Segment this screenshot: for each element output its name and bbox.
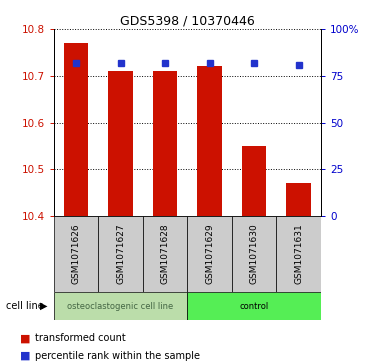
Text: percentile rank within the sample: percentile rank within the sample (35, 351, 200, 361)
Text: ▶: ▶ (40, 301, 47, 311)
Bar (187, 292, 321, 320)
Bar (232, 216, 276, 292)
Bar (153, 71, 177, 216)
Bar (64, 43, 88, 216)
Bar (143, 216, 187, 292)
Text: GSM1071628: GSM1071628 (161, 224, 170, 285)
Bar (286, 183, 311, 216)
Text: transformed count: transformed count (35, 333, 126, 343)
Text: cell line: cell line (6, 301, 43, 311)
Text: osteoclastogenic cell line: osteoclastogenic cell line (68, 302, 174, 311)
Bar (242, 146, 266, 216)
Text: GSM1071629: GSM1071629 (205, 224, 214, 285)
Text: control: control (240, 302, 269, 311)
Text: ■: ■ (20, 351, 31, 361)
Text: ■: ■ (20, 333, 31, 343)
Title: GDS5398 / 10370446: GDS5398 / 10370446 (120, 15, 255, 28)
Bar (187, 216, 232, 292)
Bar (98, 216, 143, 292)
Bar (108, 71, 133, 216)
Bar (54, 216, 98, 292)
Text: GSM1071630: GSM1071630 (250, 224, 259, 285)
Bar (54, 292, 187, 320)
Bar (276, 216, 321, 292)
Text: GSM1071627: GSM1071627 (116, 224, 125, 285)
Text: GSM1071626: GSM1071626 (72, 224, 81, 285)
Text: GSM1071631: GSM1071631 (294, 224, 303, 285)
Bar (197, 66, 222, 216)
